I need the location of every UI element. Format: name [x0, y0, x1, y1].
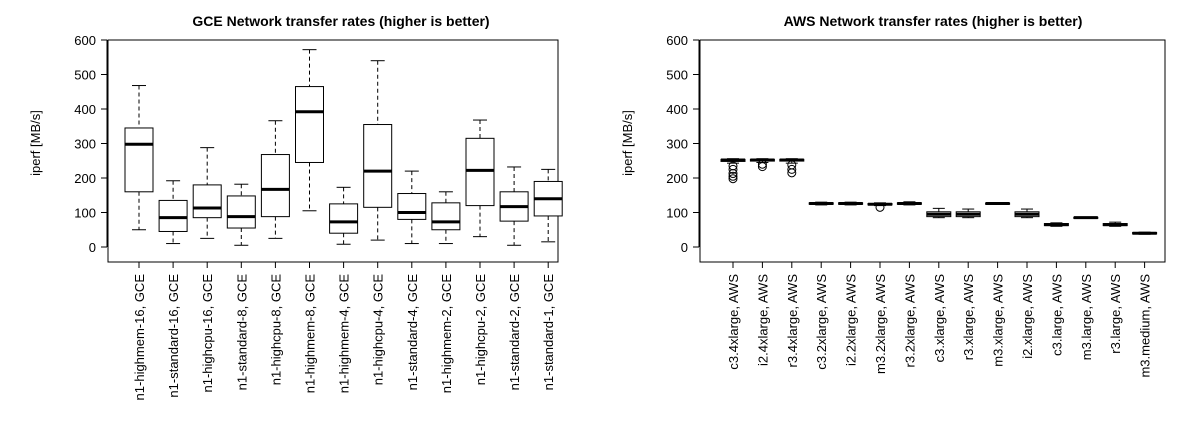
- gce-y-tick-label: 500: [74, 68, 96, 83]
- gce-category-label: n1-standard-8, GCE: [234, 274, 249, 391]
- aws-category-label: m3.large, AWS: [1079, 274, 1094, 361]
- aws-category-label: c3.large, AWS: [1049, 274, 1064, 356]
- aws-outlier-point: [875, 202, 885, 212]
- aws-y-tick-label: 300: [666, 137, 688, 152]
- gce-box: [192, 184, 222, 219]
- aws-category-label: i2.2xlarge, AWS: [844, 274, 859, 366]
- gce-boxplot-panel: GCE Network transfer rates (higher is be…: [28, 13, 563, 401]
- aws-category-label: m3.2xlarge, AWS: [873, 274, 888, 374]
- gce-box: [397, 193, 427, 220]
- gce-category-label: n1-highmem-2, GCE: [439, 274, 454, 394]
- aws-chart-title: AWS Network transfer rates (higher is be…: [784, 13, 1083, 29]
- gce-y-tick-label: 100: [74, 206, 96, 221]
- gce-y-tick-label: 600: [74, 33, 96, 48]
- gce-box: [431, 202, 461, 231]
- aws-category-label: r3.2xlarge, AWS: [902, 274, 917, 368]
- gce-category-label: n1-highmem-8, GCE: [303, 274, 318, 394]
- aws-outlier-point: [728, 171, 738, 181]
- aws-category-label: c3.4xlarge, AWS: [726, 274, 741, 370]
- gce-category-label: n1-highcpu-2, GCE: [473, 274, 488, 386]
- aws-category-label: m3.xlarge, AWS: [991, 274, 1006, 367]
- gce-category-label: n1-highcpu-4, GCE: [371, 274, 386, 386]
- gce-y-axis-label: iperf [MB/s]: [28, 110, 43, 176]
- aws-y-tick-label: 100: [666, 206, 688, 221]
- gce-category-label: n1-highmem-4, GCE: [337, 274, 352, 394]
- aws-y-tick-label: 200: [666, 171, 688, 186]
- aws-y-tick-label: 500: [666, 68, 688, 83]
- aws-category-label: r3.large, AWS: [1108, 274, 1123, 354]
- aws-boxplot-panel: AWS Network transfer rates (higher is be…: [620, 13, 1166, 378]
- aws-outlier-point: [728, 174, 738, 184]
- aws-category-label: r3.xlarge, AWS: [961, 274, 976, 361]
- aws-y-tick-label: 400: [666, 102, 688, 117]
- aws-category-label: m3.medium, AWS: [1138, 274, 1153, 378]
- aws-category-label: i2.xlarge, AWS: [1020, 274, 1035, 359]
- aws-outlier-point: [787, 164, 797, 174]
- gce-chart-title: GCE Network transfer rates (higher is be…: [192, 13, 489, 29]
- gce-category-label: n1-standard-1, GCE: [541, 274, 556, 391]
- gce-box: [329, 203, 359, 234]
- aws-outlier-point: [757, 159, 767, 169]
- gce-category-label: n1-highcpu-8, GCE: [268, 274, 283, 386]
- gce-box: [295, 86, 324, 163]
- aws-outlier-point: [728, 169, 738, 179]
- gce-category-label: n1-highmem-16, GCE: [132, 274, 147, 401]
- gce-category-label: n1-standard-4, GCE: [405, 274, 420, 391]
- aws-category-label: r3.4xlarge, AWS: [785, 274, 800, 368]
- aws-category-label: c3.2xlarge, AWS: [814, 274, 829, 370]
- gce-box: [260, 154, 290, 218]
- gce-box: [465, 137, 495, 207]
- aws-outlier-point: [787, 168, 797, 178]
- gce-box: [226, 195, 256, 229]
- aws-y-axis-label: iperf [MB/s]: [620, 110, 635, 176]
- gce-y-tick-label: 400: [74, 102, 96, 117]
- gce-box: [363, 124, 393, 208]
- aws-y-tick-label: 600: [666, 33, 688, 48]
- gce-box: [158, 199, 188, 232]
- gce-y-tick-label: 300: [74, 137, 96, 152]
- aws-plot-frame: [699, 39, 1166, 263]
- gce-y-tick-label: 0: [89, 240, 96, 255]
- aws-category-label: i2.4xlarge, AWS: [755, 274, 770, 366]
- gce-category-label: n1-standard-2, GCE: [507, 274, 522, 391]
- gce-box: [124, 127, 154, 193]
- gce-category-label: n1-standard-16, GCE: [166, 274, 181, 398]
- aws-y-tick-label: 0: [681, 240, 688, 255]
- aws-outlier-point: [728, 164, 738, 174]
- aws-category-label: c3.xlarge, AWS: [932, 274, 947, 363]
- gce-category-label: n1-highcpu-16, GCE: [200, 274, 215, 393]
- gce-y-tick-label: 200: [74, 171, 96, 186]
- aws-outlier-point: [757, 162, 767, 172]
